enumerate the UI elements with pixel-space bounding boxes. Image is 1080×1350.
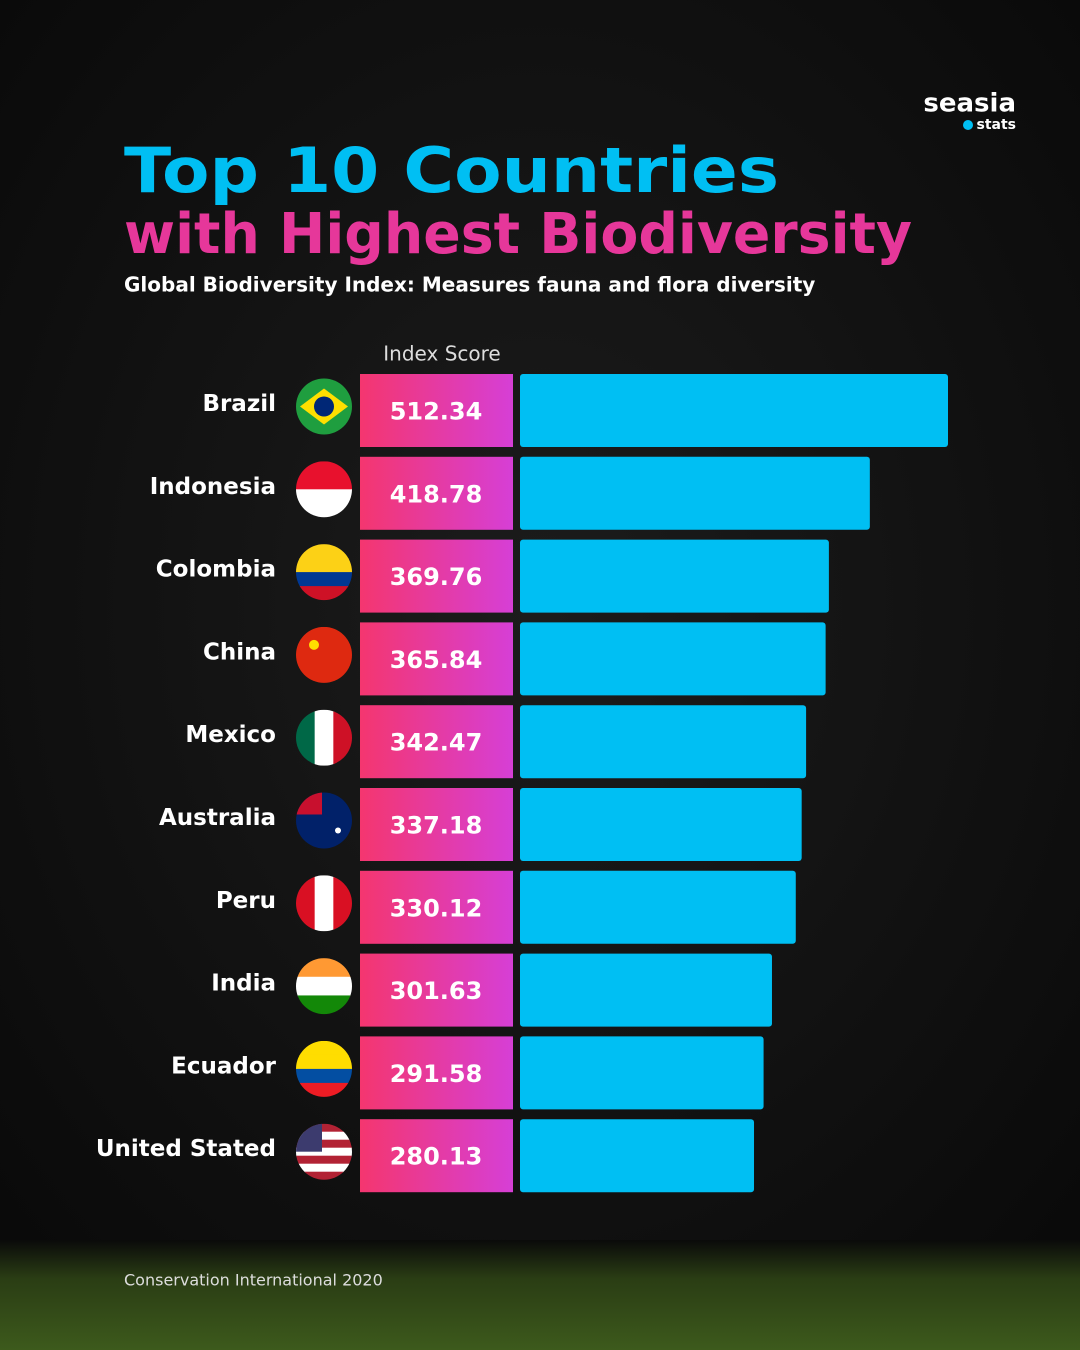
title-line-2: with Highest Biodiversity <box>124 202 912 267</box>
bar <box>520 870 796 944</box>
flag-stripe <box>296 1163 352 1173</box>
category-label: Australia <box>159 805 276 831</box>
value-label: 330.12 <box>390 894 483 922</box>
bar <box>520 1119 755 1193</box>
category-label: China <box>203 639 276 665</box>
value-label: 418.78 <box>390 480 483 508</box>
flag <box>296 709 352 766</box>
flag-stripe <box>296 1147 352 1157</box>
value-box <box>360 1119 513 1193</box>
flag-stripe <box>296 1123 352 1133</box>
bar <box>520 1036 764 1110</box>
category-label: Ecuador <box>171 1053 277 1079</box>
category-label: Indonesia <box>150 474 276 500</box>
flag-detail <box>309 639 319 650</box>
category-label: Brazil <box>202 391 276 417</box>
value-box <box>360 622 513 696</box>
bar <box>520 456 870 530</box>
value-box <box>360 788 513 861</box>
flag-stripe <box>296 976 352 997</box>
category-label: India <box>211 971 276 997</box>
value-label: 342.47 <box>390 729 483 757</box>
flag-stripe <box>296 709 316 766</box>
value-label: 337.18 <box>390 812 483 840</box>
subtitle: Global Biodiversity Index: Measures faun… <box>124 273 815 297</box>
value-label: 512.34 <box>390 398 483 426</box>
source: Conservation International 2020 <box>124 1271 383 1290</box>
flag-stripe <box>296 875 316 932</box>
category-label: United Stated <box>96 1136 276 1162</box>
logo-dot <box>963 120 973 130</box>
value-box <box>360 705 513 779</box>
bar <box>520 953 772 1027</box>
category-label: Colombia <box>156 557 276 583</box>
value-label: 369.76 <box>390 563 483 591</box>
grass <box>0 1240 1080 1350</box>
flag-detail <box>314 396 334 417</box>
value-label: 365.84 <box>390 646 483 674</box>
flag-stripe <box>296 1068 352 1084</box>
flag <box>296 875 352 932</box>
flag-stripe <box>296 1155 352 1165</box>
flag-stripe <box>296 1171 352 1180</box>
value-label: 301.63 <box>390 977 483 1005</box>
value-box <box>360 870 513 944</box>
value-box <box>360 539 513 613</box>
logo-name: seasia <box>923 89 1016 119</box>
flag <box>296 792 352 849</box>
category-label: Peru <box>216 888 276 914</box>
axis-label: Index Score <box>383 342 500 366</box>
flag-stripe <box>296 1131 352 1141</box>
flag <box>296 958 352 1015</box>
bar <box>520 374 948 447</box>
bar <box>520 705 807 779</box>
flag <box>296 626 352 683</box>
value-box <box>360 374 513 447</box>
flag-stripe <box>314 875 335 932</box>
bar <box>520 539 829 613</box>
flag-stripe <box>296 995 352 1015</box>
flag-stripe <box>333 709 352 766</box>
flag-stripe <box>296 1139 352 1149</box>
title-line-1: Top 10 Countries <box>124 134 779 207</box>
flag-stripe <box>296 1054 352 1070</box>
logo-tagline: stats <box>977 117 1017 133</box>
flag-stripe <box>296 958 352 978</box>
value-box <box>360 953 513 1027</box>
value-box <box>360 456 513 530</box>
flag-stripe <box>314 709 335 766</box>
bar <box>520 788 802 861</box>
flag-stripe <box>333 875 352 932</box>
category-label: Mexico <box>185 722 276 748</box>
value-label: 280.13 <box>390 1143 483 1171</box>
flag-stripe <box>296 572 352 588</box>
flag <box>296 378 352 435</box>
bar <box>520 622 826 696</box>
flag-stripe <box>296 626 352 683</box>
value-label: 291.58 <box>390 1060 483 1088</box>
flag-detail <box>335 827 341 834</box>
flag-stripe <box>296 558 352 574</box>
value-box <box>360 1036 513 1110</box>
